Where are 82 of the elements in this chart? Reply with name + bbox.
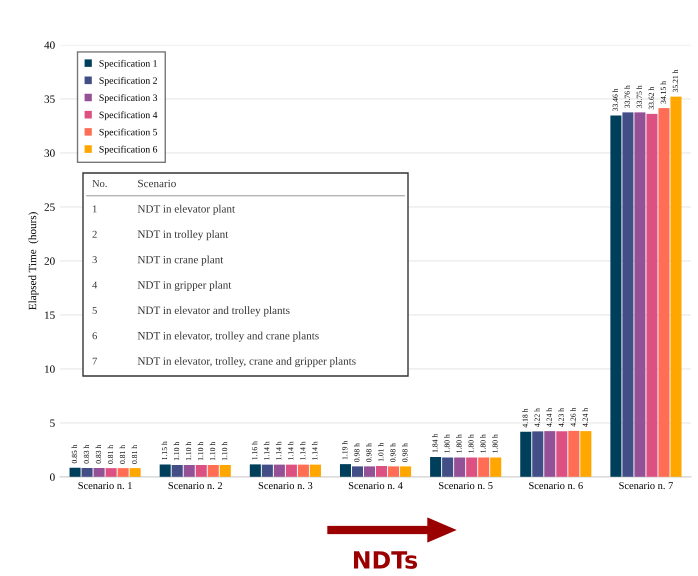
annotation: Scenario [138, 180, 176, 188]
bar [286, 464, 297, 477]
legend-label: Specification 1 [100, 60, 157, 69]
annotation: 4 [92, 282, 98, 288]
bar [400, 466, 412, 477]
bar [196, 465, 207, 477]
bar [544, 431, 556, 477]
bar [622, 112, 634, 477]
bar [490, 457, 502, 477]
x-tick-label: Scenario n. 5 [439, 482, 493, 490]
bar [160, 464, 171, 477]
y-tick-label: 15 [45, 311, 55, 319]
y-tick-label: 30 [44, 149, 55, 157]
bar [250, 464, 261, 477]
bar [454, 457, 466, 477]
bar [274, 464, 285, 477]
y-axis-title: Elapsed Time (hours) [28, 212, 38, 310]
annotation: 7 [92, 358, 97, 365]
annotation: NDT in gripper plant [138, 280, 232, 291]
bar [568, 430, 580, 477]
bar [106, 468, 117, 477]
bar [172, 465, 183, 477]
bar [118, 468, 129, 477]
y-tick-label: 25 [44, 203, 55, 211]
annotation: NDT in trolley plant [138, 230, 228, 240]
legend-label: Specification 2 [100, 76, 157, 86]
y-tick-label: 10 [45, 365, 55, 373]
annotation: NDT in elevator, trolley, crane and gripper plants [138, 356, 356, 368]
bar [442, 457, 454, 477]
annotation: 2 [92, 230, 97, 238]
annotation: NDT in crane plant [138, 256, 224, 266]
legend-label: Specification 6 [100, 146, 158, 155]
bar [388, 466, 400, 477]
bar [532, 431, 544, 477]
bar [610, 116, 622, 477]
bar [430, 457, 442, 477]
y-tick-label: 20 [44, 257, 55, 265]
bar [310, 464, 321, 477]
bar [130, 468, 141, 477]
bar [262, 464, 273, 477]
bar [556, 431, 568, 477]
x-tick-label: Scenario n. 4 [348, 482, 403, 490]
x-tick-label: Scenario n. 2 [168, 482, 222, 490]
legend-label: Specification 3 [100, 94, 158, 103]
annotation: No. [92, 180, 107, 188]
annotation: 6 [92, 332, 97, 340]
bar [70, 468, 81, 477]
bar [466, 457, 478, 477]
x-tick-label: Scenario n. 7 [619, 482, 673, 490]
x-tick-label: Scenario n. 6 [529, 482, 583, 490]
legend-label: Specification 4 [100, 111, 158, 120]
bar [646, 114, 658, 477]
bar [298, 464, 309, 477]
bar [520, 432, 532, 477]
bar [340, 464, 352, 477]
y-tick-label: 5 [50, 420, 55, 427]
bar [580, 431, 592, 477]
bar [208, 465, 219, 477]
legend-label: Specification 5 [100, 128, 158, 138]
bar [478, 457, 490, 477]
bar [220, 465, 231, 477]
y-tick-label: 35 [44, 95, 55, 103]
annotation: 1 [92, 205, 97, 212]
annotation: 3 [92, 256, 97, 264]
bar [184, 465, 195, 477]
x-tick-label: Scenario n. 1 [78, 482, 132, 490]
bar [364, 466, 376, 477]
y-tick-label: 0 [50, 473, 55, 481]
bar [658, 108, 670, 477]
x-tick-label: Scenario n. 3 [258, 482, 312, 490]
annotation: NDT in elevator, trolley and crane plants [138, 332, 319, 342]
annotation: NDT in elevator and trolley plants [138, 306, 290, 316]
bar [94, 468, 105, 477]
bar [376, 466, 388, 477]
annotation: 5 [92, 306, 97, 314]
annotation: NDT in elevator plant [138, 204, 235, 215]
bar [82, 468, 93, 477]
bar [634, 112, 646, 477]
text: NDTs [354, 551, 418, 569]
y-tick-label: 40 [44, 41, 55, 49]
bar [352, 466, 364, 477]
bar [670, 96, 682, 477]
